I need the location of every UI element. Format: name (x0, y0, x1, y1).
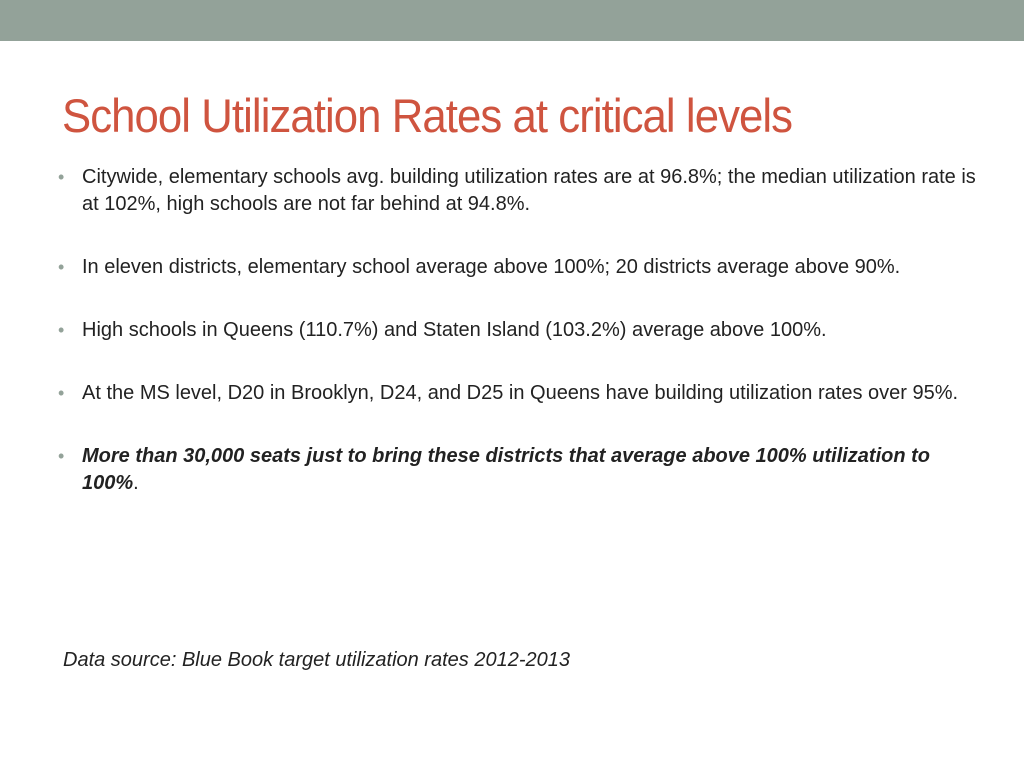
emphasis-text: More than 30,000 seats just to bring the… (82, 445, 931, 494)
bullet-marker: • (58, 167, 65, 187)
bullet-list: • Citywide, elementary schools avg. buil… (56, 164, 976, 533)
bullet-text: At the MS level, D20 in Brooklyn, D24, a… (82, 382, 959, 404)
bullet-text: Citywide, elementary schools avg. buildi… (82, 166, 976, 215)
bullet-marker: • (58, 320, 65, 340)
data-source-note: Data source: Blue Book target utilizatio… (63, 649, 570, 671)
bullet-marker: • (58, 446, 65, 466)
bullet-item: • Citywide, elementary schools avg. buil… (56, 164, 976, 218)
bullet-item: • In eleven districts, elementary school… (56, 254, 976, 281)
bullet-text: High schools in Queens (110.7%) and Stat… (82, 319, 827, 341)
bullet-marker: • (58, 383, 65, 403)
bullet-item: • At the MS level, D20 in Brooklyn, D24,… (56, 380, 976, 407)
bullet-text: In eleven districts, elementary school a… (82, 256, 901, 278)
emphasis-suffix: . (133, 472, 139, 494)
bullet-item: • High schools in Queens (110.7%) and St… (56, 317, 976, 344)
slide-title: School Utilization Rates at critical lev… (62, 89, 793, 142)
bullet-item-emphasis: • More than 30,000 seats just to bring t… (56, 443, 976, 497)
top-accent-bar (0, 0, 1024, 41)
bullet-marker: • (58, 257, 65, 277)
